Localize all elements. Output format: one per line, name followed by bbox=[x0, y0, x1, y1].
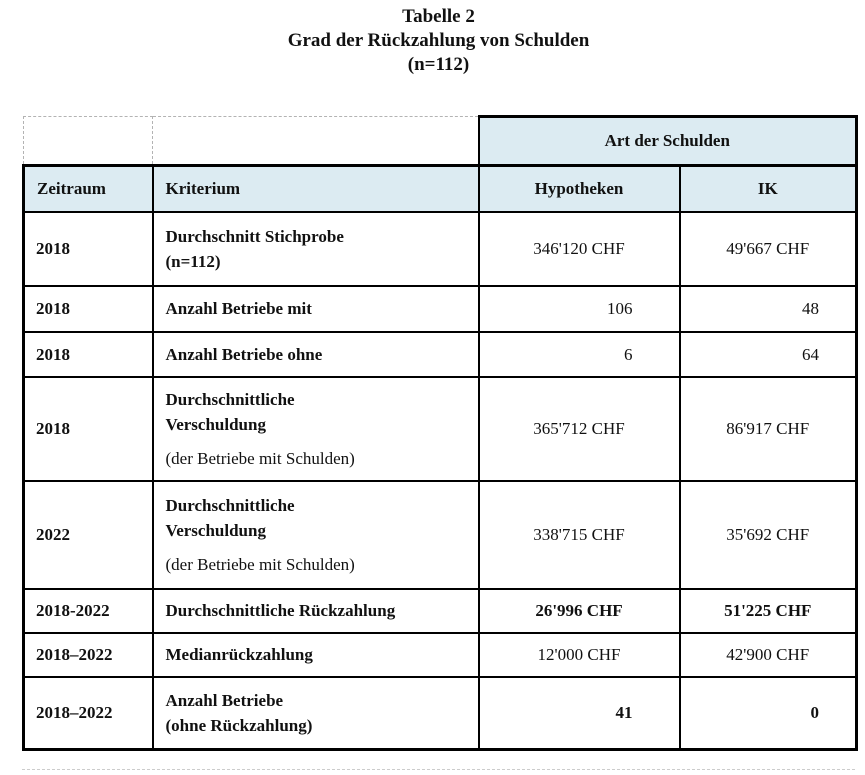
column-header-ik: IK bbox=[678, 164, 858, 213]
cell-kriterium: Durchschnittliche Verschuldung (der Betr… bbox=[151, 376, 480, 482]
cell-zeitraum: 2018-2022 bbox=[22, 588, 154, 634]
column-header-zeitraum: Zeitraum bbox=[22, 164, 154, 213]
cell-ik: 48 bbox=[678, 285, 858, 333]
cell-ik: 35'692 CHF bbox=[678, 480, 858, 590]
cell-hypotheken: 6 bbox=[477, 331, 681, 378]
kriterium-label: Medianrückzahlung bbox=[165, 645, 313, 665]
group-header-art-der-schulden: Art der Schulden bbox=[477, 115, 858, 167]
cell-ik: 64 bbox=[678, 331, 858, 378]
empty-cell bbox=[23, 116, 153, 166]
cell-kriterium: Durchschnittliche Rückzahlung bbox=[151, 588, 480, 634]
kriterium-label: Anzahl Betriebe (ohne Rückzahlung) bbox=[165, 690, 313, 736]
kriterium-label: Durchschnittliche Rückzahlung bbox=[165, 601, 396, 621]
debt-repayment-table: Art der Schulden Zeitraum Kriterium Hypo… bbox=[22, 115, 858, 751]
cell-ik: 42'900 CHF bbox=[678, 632, 858, 678]
cell-zeitraum: 2022 bbox=[22, 480, 154, 590]
kriterium-label: Durchschnittliche Verschuldung bbox=[165, 495, 295, 541]
kriterium-note: (der Betriebe mit Schulden) bbox=[165, 448, 355, 468]
cell-kriterium: Anzahl Betriebe mit bbox=[151, 285, 480, 333]
cell-ik: 51'225 CHF bbox=[678, 588, 858, 634]
cell-hypotheken: 26'996 CHF bbox=[477, 588, 681, 634]
cell-zeitraum: 2018 bbox=[22, 211, 154, 287]
table-row-verschuldung-2022: 2022 Durchschnittliche Verschuldung (der… bbox=[22, 480, 858, 590]
table-title-line-1: Tabelle 2 bbox=[402, 6, 475, 27]
kriterium-label: Durchschnittliche Verschuldung bbox=[165, 389, 295, 435]
cell-kriterium: Durchschnitt Stichprobe (n=112) bbox=[151, 211, 480, 287]
kriterium-label: Anzahl Betriebe mit bbox=[165, 299, 312, 319]
kriterium-label: Anzahl Betriebe ohne bbox=[165, 344, 323, 364]
cell-hypotheken: 346'120 CHF bbox=[477, 211, 681, 287]
cell-hypotheken: 12'000 CHF bbox=[477, 632, 681, 678]
column-header-row: Zeitraum Kriterium Hypotheken IK bbox=[22, 164, 858, 213]
cell-ik: 0 bbox=[678, 676, 858, 751]
table-row-medianrueckzahlung: 2018–2022 Medianrückzahlung 12'000 CHF 4… bbox=[22, 632, 858, 678]
table-row-durchschnittliche-rueckzahlung: 2018-2022 Durchschnittliche Rückzahlung … bbox=[22, 588, 858, 634]
group-header-row: Art der Schulden bbox=[23, 115, 858, 167]
cell-zeitraum: 2018 bbox=[22, 376, 154, 482]
column-header-kriterium: Kriterium bbox=[151, 164, 480, 213]
table-row-anzahl-betriebe-ohne-rueckzahlung: 2018–2022 Anzahl Betriebe (ohne Rückzahl… bbox=[22, 676, 858, 751]
cell-ik: 49'667 CHF bbox=[678, 211, 858, 287]
cell-ik: 86'917 CHF bbox=[678, 376, 858, 482]
table-row-anzahl-betriebe-mit: 2018 Anzahl Betriebe mit 106 48 bbox=[22, 285, 858, 333]
cell-zeitraum: 2018–2022 bbox=[22, 676, 154, 751]
text-boundary-line bbox=[22, 769, 855, 770]
cell-zeitraum: 2018–2022 bbox=[22, 632, 154, 678]
cell-hypotheken: 365'712 CHF bbox=[477, 376, 681, 482]
table-row-durchschnitt-stichprobe: 2018 Durchschnitt Stichprobe (n=112) 346… bbox=[22, 211, 858, 287]
kriterium-note: (der Betriebe mit Schulden) bbox=[165, 554, 355, 574]
cell-zeitraum: 2018 bbox=[22, 285, 154, 333]
kriterium-label: Durchschnitt Stichprobe (n=112) bbox=[165, 226, 344, 272]
cell-hypotheken: 106 bbox=[477, 285, 681, 333]
cell-kriterium: Anzahl Betriebe ohne bbox=[151, 331, 480, 378]
cell-hypotheken: 338'715 CHF bbox=[477, 480, 681, 590]
table-title-line-2: Grad der Rückzahlung von Schulden bbox=[287, 30, 590, 51]
table-title: Tabelle 2 Grad der Rückzahlung von Schul… bbox=[22, 5, 855, 77]
empty-cell bbox=[152, 116, 479, 166]
cell-kriterium: Medianrückzahlung bbox=[151, 632, 480, 678]
column-header-hypotheken: Hypotheken bbox=[477, 164, 681, 213]
table-row-verschuldung-2018: 2018 Durchschnittliche Verschuldung (der… bbox=[22, 376, 858, 482]
table-title-line-3: (n=112) bbox=[407, 54, 470, 75]
cell-kriterium: Anzahl Betriebe (ohne Rückzahlung) bbox=[151, 676, 480, 751]
cell-zeitraum: 2018 bbox=[22, 331, 154, 378]
table-row-anzahl-betriebe-ohne: 2018 Anzahl Betriebe ohne 6 64 bbox=[22, 331, 858, 378]
cell-kriterium: Durchschnittliche Verschuldung (der Betr… bbox=[151, 480, 480, 590]
cell-hypotheken: 41 bbox=[477, 676, 681, 751]
